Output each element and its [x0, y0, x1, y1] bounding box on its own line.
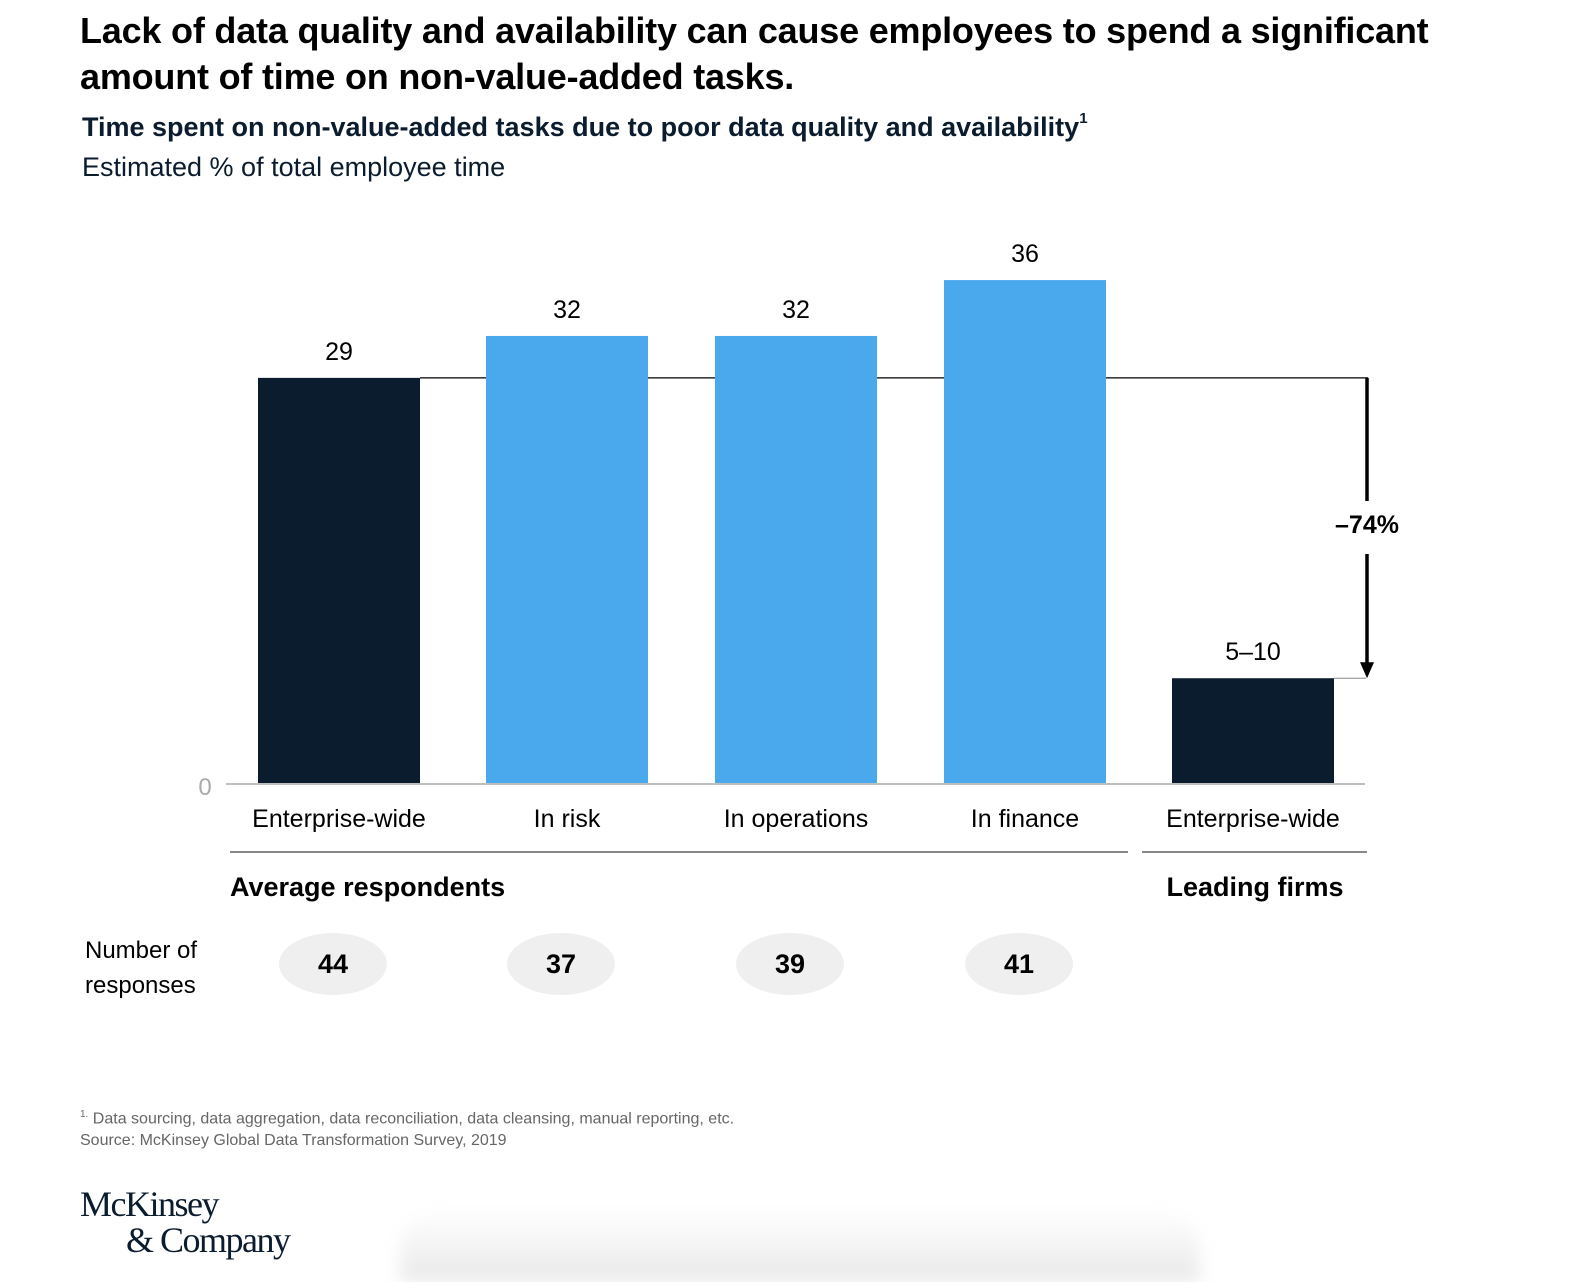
source-note: Source: McKinsey Global Data Transformat… [80, 1132, 507, 1150]
unit-label: Estimated % of total employee time [82, 152, 506, 182]
footnote-1-marker: 1. [80, 1109, 89, 1120]
logo-line-1: McKinsey [80, 1184, 219, 1224]
bar-value-label-4: 5–10 [1225, 638, 1281, 666]
category-label-0: Enterprise-wide [252, 805, 426, 833]
response-pill-3 [965, 933, 1073, 995]
footnote-marker: 1 [1079, 110, 1088, 127]
chart-title: Lack of data quality and availability ca… [80, 10, 1429, 97]
mckinsey-logo: McKinsey & Company [80, 1184, 291, 1260]
chart-subtitle: Time spent on non-value-added tasks due … [82, 110, 1088, 143]
response-pill-0 [279, 933, 387, 995]
bar-3 [944, 280, 1106, 783]
group-label-average-respondents: Average respondents [230, 872, 505, 902]
y-tick-label-0: 0 [198, 774, 211, 801]
bar-2 [715, 335, 877, 783]
category-label-4: Enterprise-wide [1166, 805, 1340, 833]
response-count-3: 41 [1004, 949, 1034, 979]
response-count-1: 37 [546, 949, 576, 979]
subtitle-text: Time spent on non-value-added tasks due … [82, 112, 1080, 142]
response-count-0: 44 [318, 949, 348, 979]
footnote-1-text: Data sourcing, data aggregation, data re… [92, 1110, 735, 1128]
footnotes: 1. Data sourcing, data aggregation, data… [80, 1104, 734, 1152]
bar-value-label-1: 32 [553, 296, 581, 324]
group-label-leading-firms: Leading firms [1166, 872, 1343, 902]
logo-line-2: & Company [126, 1220, 291, 1260]
category-label-2: In operations [724, 805, 869, 833]
category-label-1: In risk [534, 805, 601, 833]
bar-value-label-2: 32 [782, 296, 810, 324]
footnote-1: 1. Data sourcing, data aggregation, data… [80, 1104, 734, 1130]
annotation-arrowhead-icon [1360, 662, 1374, 679]
responses-label-line-1: Number of [85, 937, 197, 964]
bar-value-label-0: 29 [325, 338, 353, 366]
response-pill-1 [507, 933, 615, 995]
response-count-2: 39 [775, 949, 805, 979]
bar-0 [258, 377, 420, 783]
bar-4 [1172, 678, 1334, 783]
response-pill-2 [736, 933, 844, 995]
responses-label-line-2: responses [85, 972, 196, 999]
bar-value-label-3: 36 [1011, 240, 1039, 268]
bar-1 [486, 335, 648, 783]
category-label-3: In finance [971, 805, 1079, 833]
annotation-label: –74% [1335, 511, 1399, 539]
bottom-shadow [400, 1210, 1200, 1282]
